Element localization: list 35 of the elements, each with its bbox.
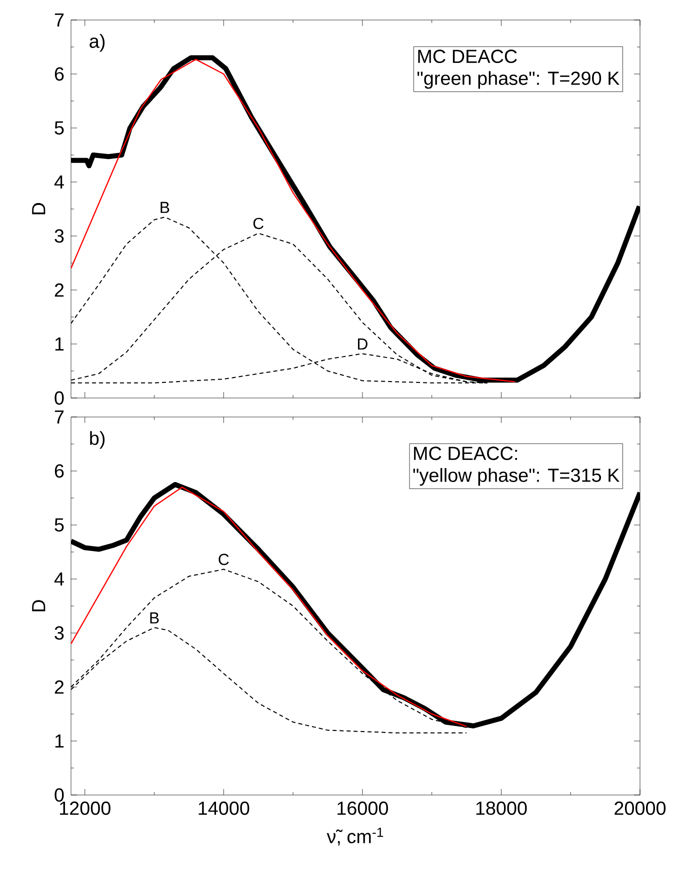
x-tick-label: 12000 <box>60 802 110 815</box>
series-label: B <box>160 202 170 213</box>
series-label: D <box>358 338 368 350</box>
x-tick-label: 14000 <box>198 802 250 815</box>
annotation: MC DEACC <box>418 50 517 64</box>
series-label: B <box>150 612 159 624</box>
y-tick-label: 6 <box>54 67 64 81</box>
y-tick-label: 3 <box>54 626 64 640</box>
y-tick-label: 4 <box>54 572 64 586</box>
x-tick-label: 20000 <box>614 802 666 815</box>
y-tick-label: 2 <box>54 680 64 694</box>
annotation: "yellow phase": T=315 K <box>413 468 620 486</box>
y-tick-label: 1 <box>55 734 64 748</box>
annotation: a) <box>90 34 105 52</box>
y-tick-label: 0 <box>54 788 64 802</box>
annotation: MC DEACC: <box>414 446 517 460</box>
y-tick-label: 2 <box>54 283 64 297</box>
x-tick-label: 18000 <box>476 802 527 815</box>
y-tick-label: 3 <box>54 229 64 243</box>
x-tick-label: 16000 <box>338 802 388 815</box>
series-label: C <box>253 218 264 230</box>
y-tick-label: 5 <box>54 518 64 532</box>
annotation: b) <box>90 431 105 449</box>
annotation: "green phase": T=290 K <box>417 71 620 89</box>
y-axis-title: D <box>32 203 46 214</box>
series-label: C <box>218 554 229 566</box>
y-tick-label: 7 <box>54 13 64 26</box>
y-axis-title: D <box>32 600 46 612</box>
y-tick-label: 1 <box>55 337 64 351</box>
x-axis-title: ν̃, cm$^{-1}$ <box>326 828 384 846</box>
y-tick-label: 5 <box>54 121 64 135</box>
y-tick-label: 4 <box>54 175 64 189</box>
y-tick-label: 6 <box>54 464 64 478</box>
y-tick-label: 0 <box>54 391 64 405</box>
y-tick-label: 7 <box>54 410 64 424</box>
